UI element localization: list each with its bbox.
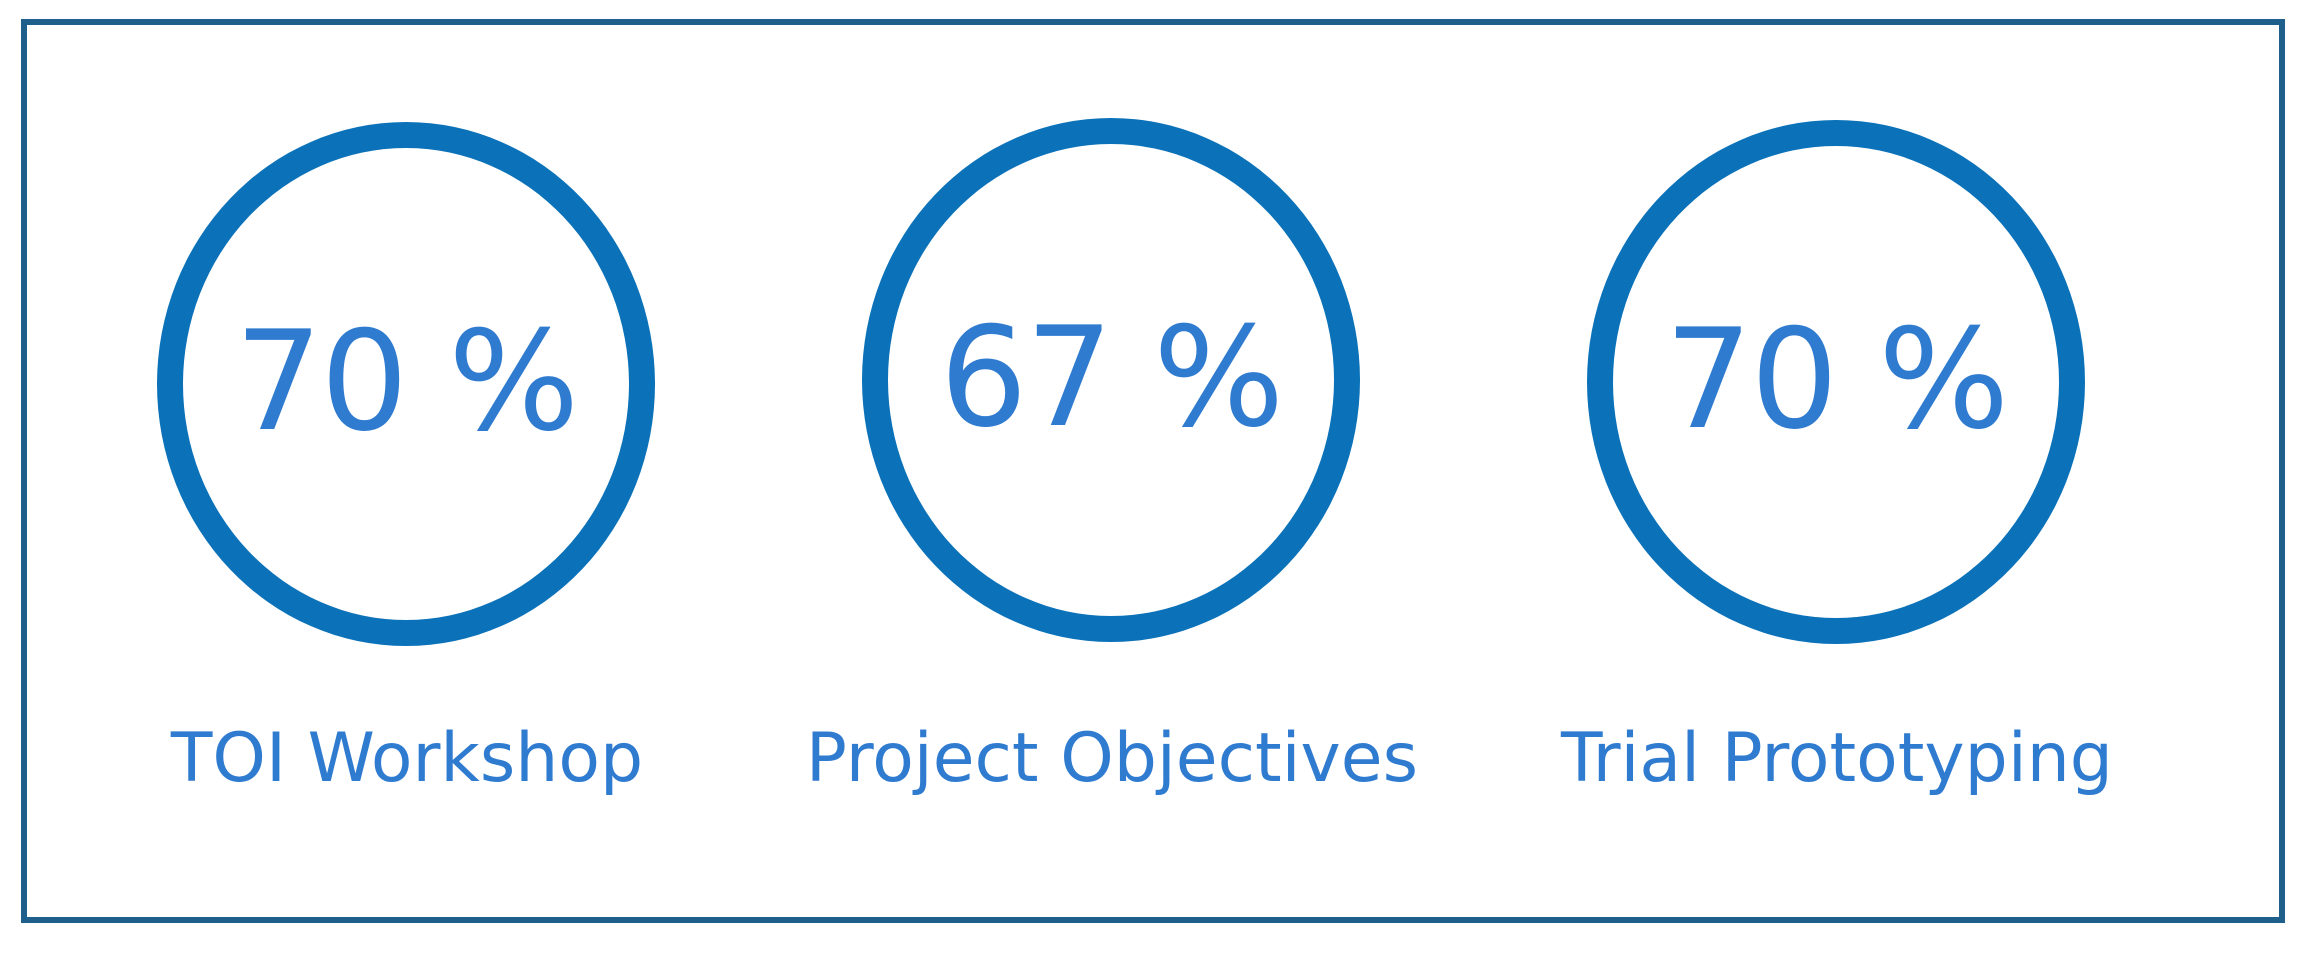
metric-value: 70 % [1664, 299, 2010, 460]
metric-value: 70 % [234, 301, 580, 462]
metric-label: Project Objectives [805, 719, 1419, 798]
metrics-panel: 70 % TOI Workshop 67 % Project Objective… [21, 19, 2285, 923]
progress-ring: 70 % [157, 122, 655, 646]
metric-project-objectives: 67 % Project Objectives [806, 25, 1418, 917]
metric-value: 67 % [939, 297, 1285, 458]
metric-label: Trial Prototyping [1561, 719, 2113, 798]
metric-trial-prototyping: 70 % Trial Prototyping [1557, 25, 2117, 917]
metric-toi-workshop: 70 % TOI Workshop [127, 25, 687, 917]
progress-ring: 67 % [862, 118, 1360, 642]
progress-ring: 70 % [1587, 120, 2085, 644]
metric-label: TOI Workshop [170, 719, 644, 798]
